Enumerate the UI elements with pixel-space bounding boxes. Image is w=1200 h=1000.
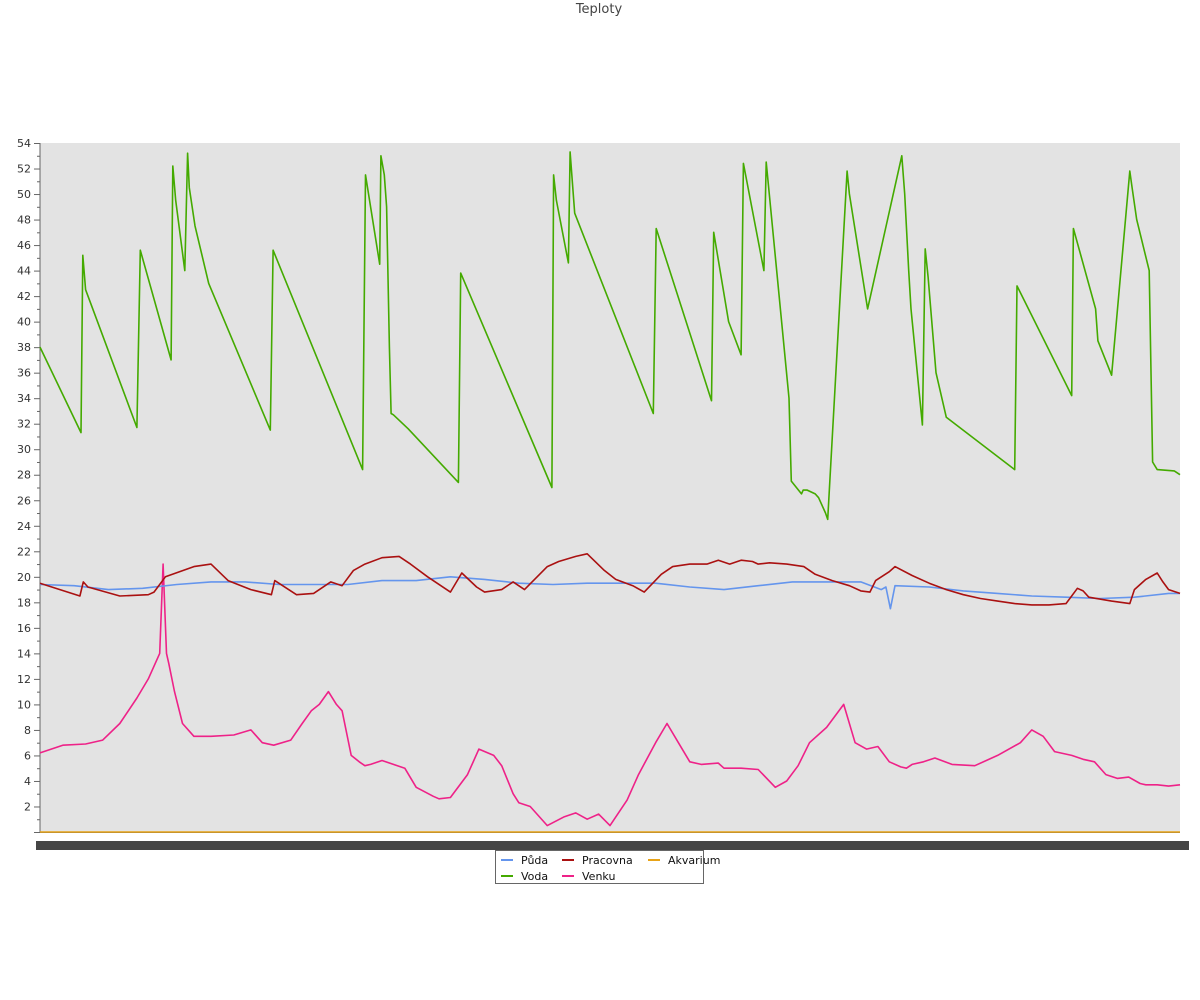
y-tick-label: 34 [17, 392, 31, 405]
chart-title: Teploty [575, 2, 623, 17]
legend-label: Půda [521, 854, 549, 867]
legend-label: Akvarium [668, 854, 721, 867]
y-tick-label: 46 [17, 239, 31, 252]
legend-item: Půda [501, 853, 548, 869]
y-tick-label: 26 [17, 494, 31, 507]
plot-background [40, 143, 1180, 832]
legend-item: Pracovna [562, 853, 633, 869]
y-tick-label: 16 [17, 622, 31, 635]
legend-label: Venku [582, 870, 616, 883]
x-axis [36, 832, 1189, 850]
y-tick-label: 2 [24, 800, 31, 813]
legend-swatch [648, 859, 660, 861]
y-tick-label: 32 [17, 418, 31, 431]
y-tick-label: 38 [17, 341, 31, 354]
y-tick-label: 4 [24, 775, 31, 788]
legend-label: Voda [521, 870, 549, 883]
legend-item: Voda [501, 869, 548, 885]
y-tick-label: 24 [17, 520, 31, 533]
legend-label: Pracovna [582, 854, 633, 867]
y-tick-label: 30 [17, 443, 31, 456]
y-tick-label: 52 [17, 163, 31, 176]
y-tick-label: 44 [17, 265, 31, 278]
y-tick-label: 8 [24, 724, 31, 737]
legend-swatch [562, 875, 574, 877]
y-tick-label: 12 [17, 673, 31, 686]
y-tick-label: 6 [24, 749, 31, 762]
y-tick-label: 54 [17, 137, 31, 150]
y-tick-label: 22 [17, 545, 31, 558]
y-tick-label: 40 [17, 316, 31, 329]
series-line-pda [39, 575, 1180, 610]
legend-swatch [501, 859, 513, 861]
series-line-voda [39, 151, 1181, 521]
y-tick-label: 18 [17, 596, 31, 609]
series-layer [39, 151, 1181, 833]
y-tick-label: 36 [17, 367, 31, 380]
series-line-venku [39, 563, 1181, 827]
y-tick-label: 28 [17, 469, 31, 482]
y-axis: 2468101214161820222426283032343638404244… [17, 137, 41, 833]
legend-item: Akvarium [648, 853, 720, 869]
y-tick-label: 48 [17, 214, 31, 227]
y-tick-label: 20 [17, 571, 31, 584]
x-tick-label-band [36, 841, 1189, 850]
series-line-pracovna [39, 552, 1181, 606]
legend: Půda Voda Pracovna Venku Akvarium [495, 850, 720, 885]
y-tick-label: 50 [17, 188, 31, 201]
legend-swatch [562, 859, 574, 861]
y-tick-label: 10 [17, 698, 31, 711]
legend-item: Venku [562, 869, 615, 885]
legend-swatch [501, 875, 513, 877]
y-tick-label: 42 [17, 290, 31, 303]
y-tick-label: 14 [17, 647, 31, 660]
